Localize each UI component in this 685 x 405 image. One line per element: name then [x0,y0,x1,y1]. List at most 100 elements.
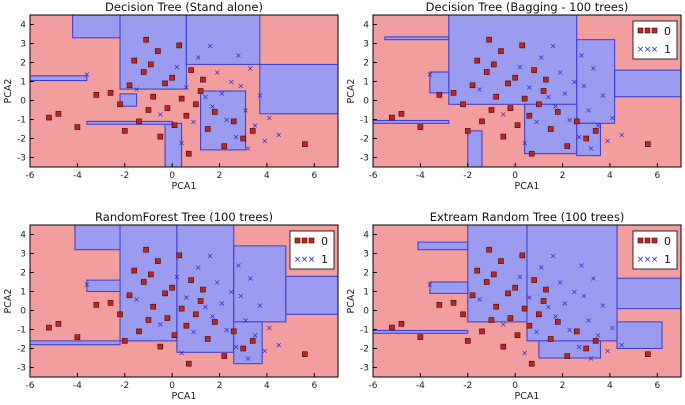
point-class-0 [200,76,206,83]
point-class-0 [136,118,142,125]
point-class-1: × [599,91,606,100]
y-tick-label: 4 [20,21,26,31]
point-class-0 [185,150,192,157]
point-class-0 [521,305,528,312]
point-class-1: × [521,348,528,357]
legend-marker-class-1: × [637,45,645,55]
region-class-1 [185,15,261,65]
point-class-0 [176,252,183,259]
point-class-0 [107,300,114,306]
x-tick-label: 2 [560,171,566,181]
region-class-1 [119,225,178,342]
point-class-1: × [557,278,564,287]
point-class-1: × [235,51,242,60]
point-class-1: × [533,117,540,126]
point-class-0 [230,328,237,335]
point-class-0 [469,82,476,89]
point-class-1: × [245,354,252,363]
point-class-0 [178,95,185,102]
point-class-0 [514,122,521,128]
x-tick-label: 0 [169,381,175,391]
point-class-1: × [576,133,583,142]
point-class-0 [230,118,237,125]
point-class-1: × [157,110,164,119]
region-class-1 [616,277,681,310]
point-class-1: × [562,89,569,98]
point-class-1: × [84,280,91,289]
point-class-0 [183,322,190,329]
point-class-0 [150,303,156,310]
point-class-0 [417,124,424,130]
y-tick-label: -2 [360,345,369,355]
point-class-0 [519,252,526,259]
point-class-1: × [247,274,254,283]
point-class-0 [498,48,504,54]
legend-marker-class-0 [301,237,308,244]
legend-marker-class-1: × [308,255,316,265]
region-class-1 [373,329,469,334]
region-class-1 [429,281,469,294]
point-class-1: × [245,144,252,153]
point-class-1: × [571,288,578,297]
x-axis-label: PCA1 [515,181,540,192]
region-class-1 [526,225,618,342]
x-tick-label: -2 [120,171,129,181]
point-class-1: × [476,295,483,304]
point-class-0 [493,303,500,310]
point-class-1: × [562,299,569,308]
legend-marker-class-0 [644,27,651,34]
x-tick-label: 4 [264,171,270,181]
point-class-0 [136,328,142,335]
panel-3: ××××××××××××××××××××××××××-6 -4 -2 0 2 4 64321… [3,210,339,402]
point-class-0 [507,105,514,111]
point-class-0 [498,258,504,264]
point-class-1: × [261,136,268,145]
region-class-1 [384,36,450,41]
x-tick-label: 0 [169,171,175,181]
point-class-1: × [599,301,606,310]
point-class-0 [536,101,542,108]
point-class-1: × [242,316,249,325]
point-class-0 [554,109,561,115]
point-class-0 [483,69,490,75]
point-class-0 [645,351,651,358]
point-class-1: × [219,299,226,308]
point-class-0 [536,311,542,318]
x-tick-label: -6 [26,381,35,391]
point-class-1: × [207,41,214,50]
point-class-0 [531,67,537,73]
x-tick-label: -6 [26,171,35,181]
x-tick-label: 2 [217,381,223,391]
point-class-1: × [190,327,197,336]
axes-frame [372,224,682,378]
point-class-0 [193,101,199,108]
chart-title: Decision Tree (Bagging - 100 trees) [426,0,629,14]
point-class-0 [464,338,471,344]
point-class-0 [469,292,476,299]
point-class-0 [204,126,211,132]
y-tick-label: 2 [20,59,26,69]
point-class-0 [204,336,211,342]
y-axis-label: PCA2 [3,289,14,314]
point-class-1: × [545,93,552,102]
y-tick-label: 0 [363,97,369,107]
point-class-0 [162,290,168,297]
y-tick-label: 4 [363,231,369,241]
point-class-1: × [214,278,221,287]
point-class-1: × [595,121,602,130]
point-class-0 [93,92,100,98]
legend-marker-class-1: × [637,255,645,265]
y-tick-label: -1 [17,326,26,336]
region-class-1 [614,69,681,98]
x-tick-label: 6 [311,171,317,181]
point-class-1: × [223,326,230,335]
point-class-0 [450,90,457,96]
point-class-0 [200,286,206,293]
point-class-1: × [133,85,140,94]
point-class-1: × [209,102,216,111]
y-tick-label: -3 [360,364,369,374]
x-tick-label: 4 [607,171,613,181]
chart-title: Extream Random Tree (100 trees) [430,210,625,224]
point-class-0 [126,82,133,89]
point-class-1: × [427,70,434,79]
